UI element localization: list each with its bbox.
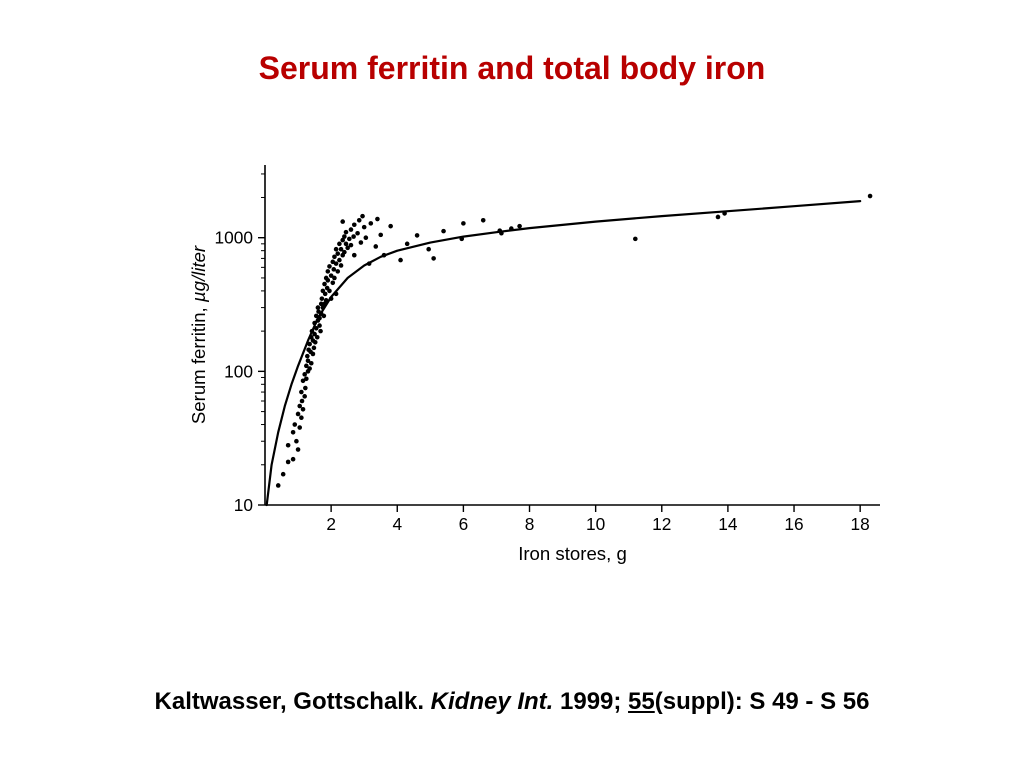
slide-title: Serum ferritin and total body iron — [0, 50, 1024, 87]
svg-text:4: 4 — [392, 514, 402, 534]
svg-text:100: 100 — [224, 361, 253, 381]
svg-text:Serum ferritin, µg/liter: Serum ferritin, µg/liter — [188, 245, 209, 424]
svg-text:16: 16 — [784, 514, 803, 534]
svg-text:8: 8 — [525, 514, 535, 534]
svg-text:10: 10 — [234, 495, 253, 515]
scatter-chart: 2 4 6 8 10 12 14 16 18 Iron stores, g 10 100 1000 Ser… — [180, 155, 900, 585]
svg-text:10: 10 — [586, 514, 605, 534]
svg-text:12: 12 — [652, 514, 671, 534]
scatter-chart-container: 2 4 6 8 10 12 14 16 18 Iron stores, g 10 100 1000 Ser… — [180, 155, 900, 585]
svg-text:2: 2 — [326, 514, 336, 534]
svg-text:6: 6 — [459, 514, 469, 534]
svg-text:18: 18 — [851, 514, 870, 534]
slide-page: Serum ferritin and total body iron 2 4 6 8 1… — [0, 0, 1024, 768]
svg-text:1000: 1000 — [215, 228, 253, 248]
svg-text:Iron stores, g: Iron stores, g — [518, 543, 627, 564]
citation: Kaltwasser, Gottschalk. Kidney Int. 1999… — [0, 688, 1024, 716]
svg-text:14: 14 — [718, 514, 738, 534]
